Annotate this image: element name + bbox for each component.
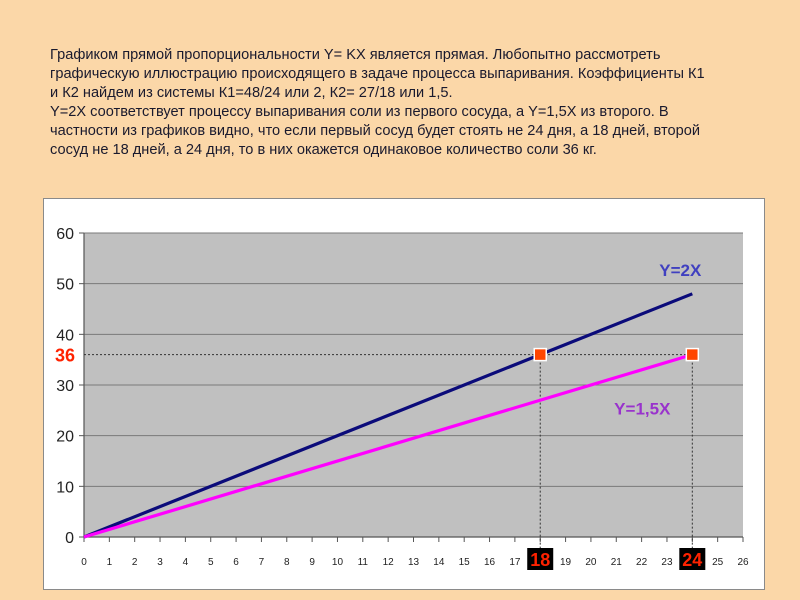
x-tick-label: 3: [157, 557, 163, 568]
x-tick-label: 22: [636, 557, 648, 568]
x-tick-label: 17: [509, 557, 521, 568]
x-tick-label: 10: [332, 557, 344, 568]
x-tick-label: 1: [107, 557, 113, 568]
x-tick-label: 23: [661, 557, 673, 568]
intro-line-4: Y=2X соответствует процессу выпаривания …: [50, 104, 669, 120]
x-tick-label: 12: [383, 557, 395, 568]
highlight-x-label: 24: [682, 550, 702, 570]
y-tick-label: 40: [56, 327, 74, 344]
series-line: [83, 353, 693, 539]
y-tick-label: 30: [56, 378, 74, 395]
intro-line-1: Графиком прямой пропорциональности Y= KX…: [50, 47, 661, 63]
intro-line-5: частности из графиков видно, что если пе…: [50, 123, 701, 139]
y-tick-label: 60: [56, 226, 74, 243]
y-tick-label: 0: [65, 530, 74, 547]
guide-lines: [84, 354, 693, 551]
series-line: [83, 292, 693, 539]
x-tick-label: 6: [233, 557, 239, 568]
x-tick-label: 9: [309, 557, 315, 568]
x-tick-label: 19: [560, 557, 572, 568]
y-tick-label: 20: [56, 429, 74, 446]
highlight-y-label: 36: [55, 346, 75, 366]
intro-text: Графиком прямой пропорциональности Y= KX…: [50, 46, 760, 160]
x-tick-label: 20: [585, 557, 597, 568]
grid-lines: [84, 232, 743, 487]
x-tick-label: 7: [259, 557, 265, 568]
x-tick-label: 13: [408, 557, 420, 568]
x-tick-label: 5: [208, 557, 214, 568]
highlight-x-label: 18: [530, 550, 550, 570]
x-tick-label: 25: [712, 557, 724, 568]
x-tick-label: 4: [183, 557, 189, 568]
highlight-x-badge: [527, 548, 554, 570]
y-tick-label: 10: [56, 479, 74, 496]
series-lines: [83, 292, 693, 539]
data-marker: [533, 347, 547, 362]
highlight-x-badge: [679, 548, 706, 570]
intro-line-2: графическую иллюстрацию происходящего в …: [50, 66, 705, 82]
x-tick-label: 16: [484, 557, 496, 568]
intro-line-3: и К2 найдем из системы К1=48/24 или 2, К…: [50, 85, 453, 101]
series-label: Y=2X: [659, 261, 702, 280]
intro-line-6: сосуд не 18 дней, а 24 дня, то в них ока…: [50, 142, 597, 158]
series-label: Y=1,5X: [614, 400, 671, 419]
x-tick-label: 21: [611, 557, 623, 568]
x-tick-label: 0: [81, 557, 87, 568]
x-tick-label: 14: [433, 557, 445, 568]
x-tick-label: 8: [284, 557, 290, 568]
x-tick-label: 26: [737, 557, 749, 568]
markers: [533, 347, 700, 362]
data-marker: [685, 347, 700, 362]
x-tick-label: 15: [459, 557, 471, 568]
x-tick-label: 2: [132, 557, 138, 568]
y-tick-label: 50: [56, 277, 74, 294]
x-tick-label: 11: [358, 557, 369, 568]
